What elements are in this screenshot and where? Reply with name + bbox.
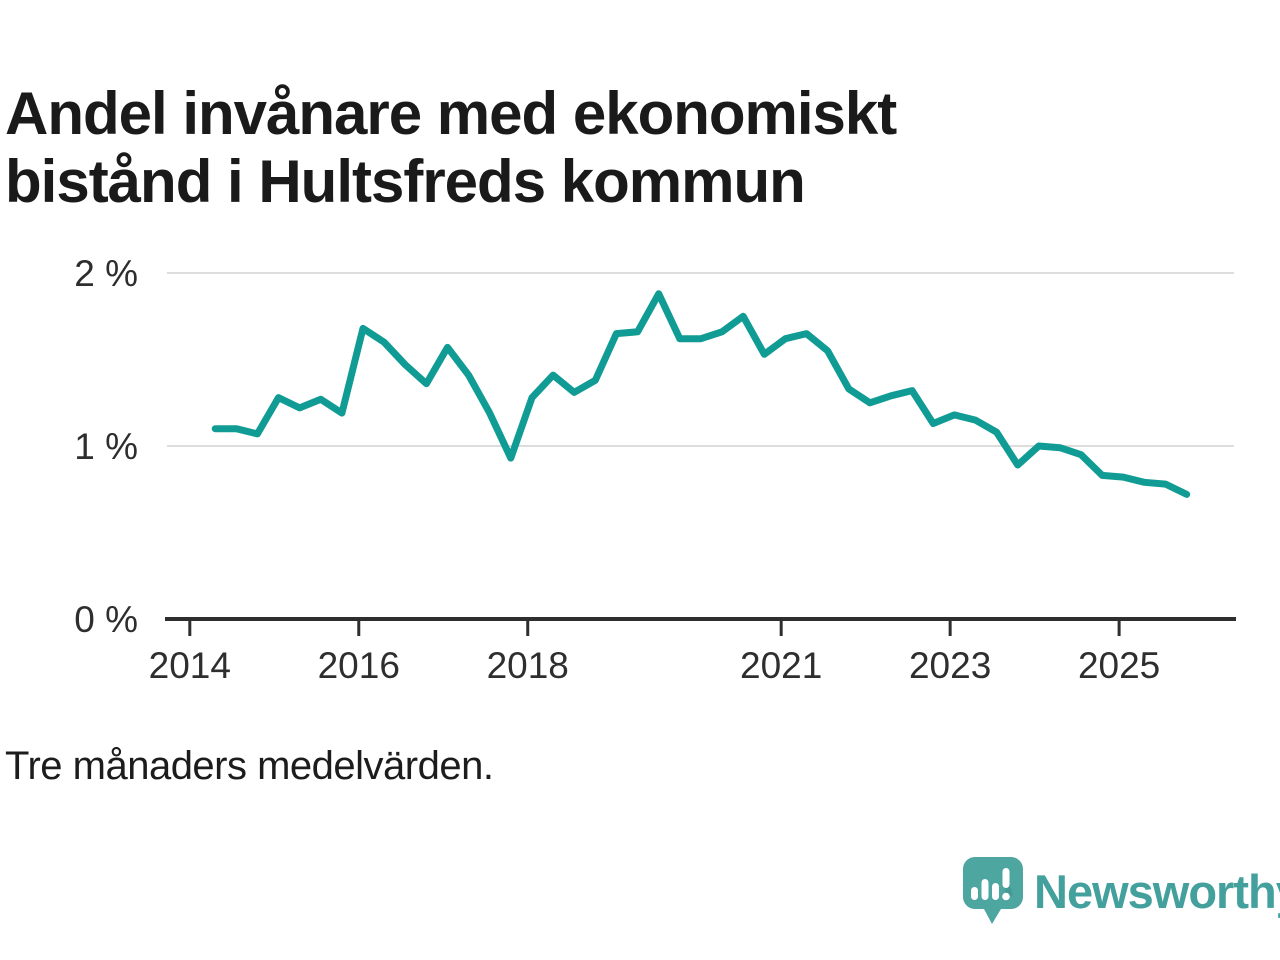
x-tick-label-2025: 2025	[1078, 645, 1160, 686]
chart-title-line1: Andel invånare med ekonomiskt	[5, 80, 897, 148]
x-tick-label-2016: 2016	[318, 645, 400, 686]
data-line-series	[211, 290, 1191, 498]
y-tick-label-0-percent: 0 %	[74, 599, 138, 640]
x-tick-label-2018: 2018	[487, 645, 569, 686]
line-chart: 2014 2016 2018 2021 2023 2025 0 % 1 % 2 %	[74, 253, 1236, 686]
newsworthy-logo: Newsworthy	[961, 855, 1280, 927]
x-tick-label-2021: 2021	[740, 645, 822, 686]
chart-title: Andel invånare med ekonomiskt bistånd i …	[5, 80, 897, 216]
chart-footnote: Tre månaders medelvärden.	[5, 744, 494, 788]
newsworthy-wordmark: Newsworthy	[1034, 865, 1280, 918]
chart-title-line2: bistånd i Hultsfreds kommun	[5, 148, 806, 216]
speech-bubble-bar-chart-icon	[963, 857, 1023, 924]
y-tick-label-1-percent: 1 %	[74, 426, 138, 467]
x-tick-label-2023: 2023	[909, 645, 991, 686]
y-tick-label-2-percent: 2 %	[74, 253, 138, 294]
x-tick-label-2014: 2014	[149, 645, 231, 686]
